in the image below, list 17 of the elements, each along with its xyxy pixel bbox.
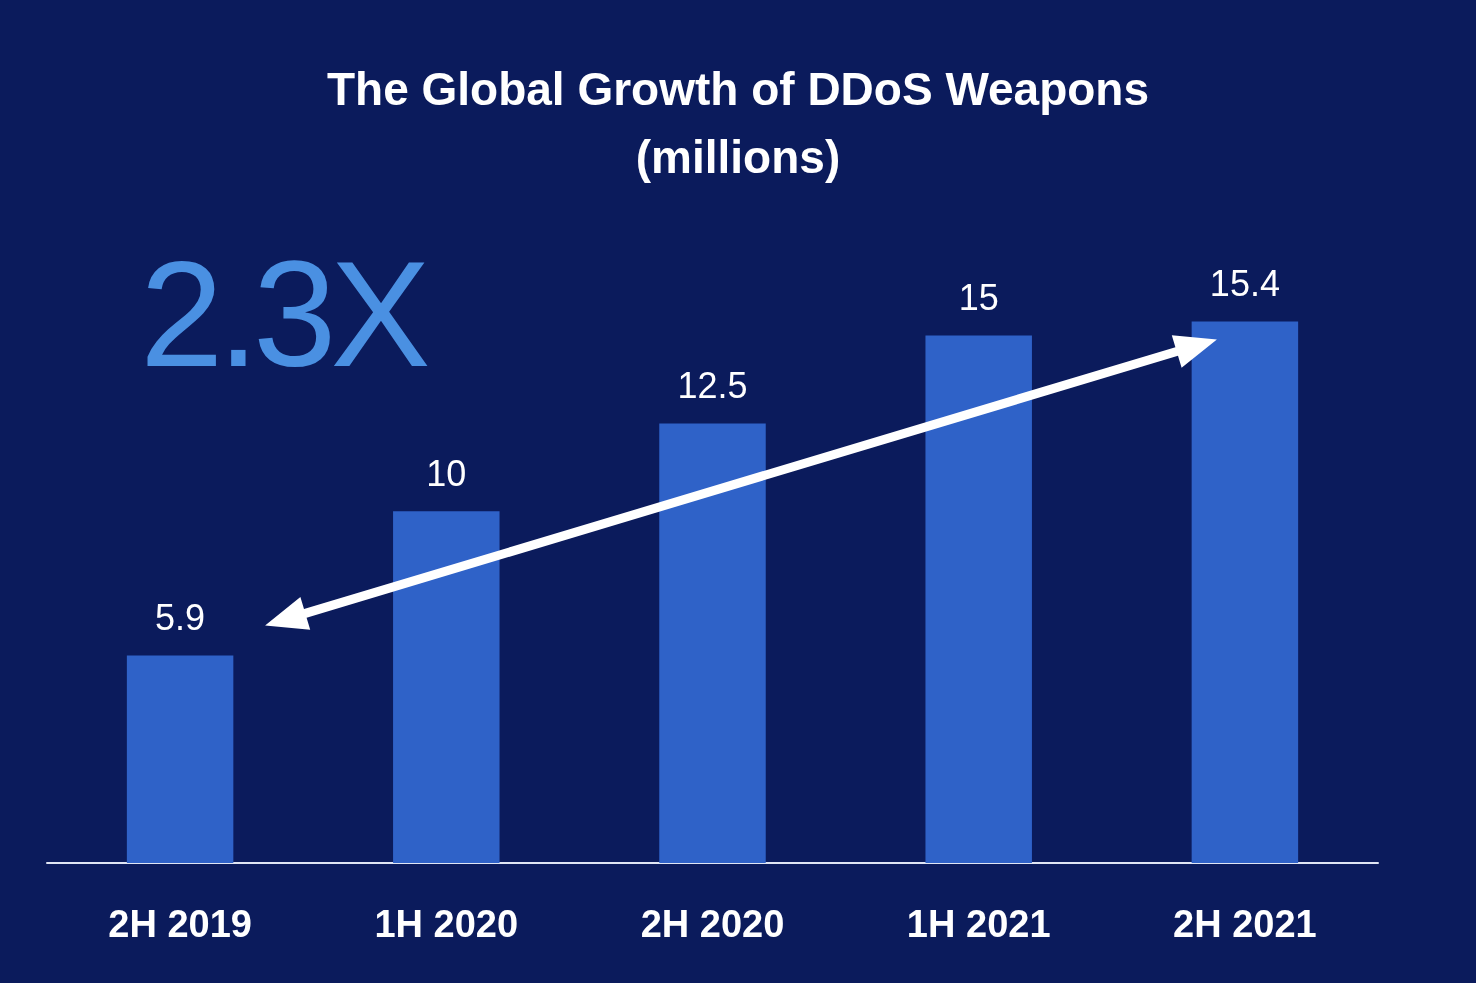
bar bbox=[1191, 321, 1299, 863]
data-label: 15.4 bbox=[1209, 262, 1280, 304]
x-tick-label: 1H 2021 bbox=[906, 903, 1051, 945]
data-label: 10 bbox=[426, 452, 467, 494]
bar bbox=[659, 423, 766, 863]
bar bbox=[126, 655, 234, 863]
x-tick-label: 1H 2020 bbox=[374, 903, 519, 945]
data-label: 15 bbox=[958, 277, 999, 318]
bar bbox=[393, 511, 500, 863]
data-label: 5.9 bbox=[155, 597, 206, 639]
bar bbox=[925, 335, 1032, 863]
x-tick-label: 2H 2019 bbox=[108, 903, 252, 945]
x-tick-label: 2H 2020 bbox=[640, 903, 785, 945]
chart-title: The Global Growth of DDoS Weapons (millions) bbox=[326, 63, 1150, 183]
annotation: 2.3X bbox=[140, 229, 425, 400]
data-label: 12.5 bbox=[677, 364, 748, 406]
x-tick-label: 2H 2021 bbox=[1173, 903, 1317, 945]
